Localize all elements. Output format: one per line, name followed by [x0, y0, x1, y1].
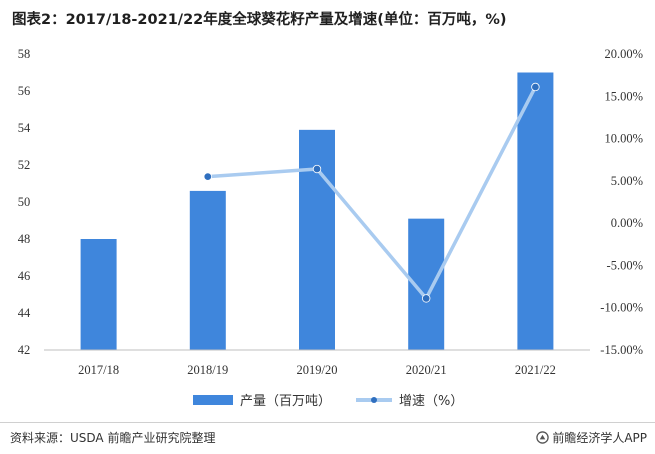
brand-label: 前瞻经济学人APP [552, 431, 647, 445]
source-note: 资料来源：USDA 前瞻产业研究院整理 [10, 431, 216, 445]
left-tick-label: 44 [18, 306, 31, 320]
bar-2019-20 [299, 129, 335, 350]
footer: 资料来源：USDA 前瞻产业研究院整理 前瞻经济学人APP [0, 422, 655, 454]
bar-2017-18 [80, 239, 117, 350]
x-tick-label: 2021/22 [515, 363, 556, 377]
left-tick-label: 56 [18, 84, 31, 98]
legend-line-label: 增速（%） [399, 394, 463, 409]
bars [80, 72, 554, 350]
right-tick-label: -15.00% [600, 343, 643, 357]
left-tick-label: 46 [18, 269, 31, 283]
left-tick-label: 58 [18, 47, 31, 61]
legend: 产量（百万吨） 增速（%） [193, 394, 463, 409]
chart-title: 图表2：2017/18-2021/22年度全球葵花籽产量及增速(单位：百万吨，%… [12, 12, 507, 28]
growth-line-path [207, 86, 537, 301]
growth-point [203, 172, 212, 181]
right-tick-label: -5.00% [607, 258, 643, 272]
bar-2018-19 [189, 190, 226, 350]
growth-point [422, 294, 431, 303]
left-tick-label: 42 [18, 343, 31, 357]
brand: 前瞻经济学人APP [536, 429, 647, 446]
x-tick-label: 2020/21 [406, 363, 447, 377]
x-tick-label: 2017/18 [78, 363, 119, 377]
growth-point [312, 164, 322, 174]
legend-bar-label: 产量（百万吨） [240, 394, 331, 409]
left-tick-label: 52 [18, 158, 31, 172]
x-tick-label: 2019/20 [297, 363, 338, 377]
right-tick-label: 20.00% [604, 47, 643, 61]
legend-bar-swatch [193, 395, 233, 405]
right-tick-label: -10.00% [600, 301, 643, 315]
bar-2021-22 [517, 72, 554, 350]
x-tick-label: 2018/19 [187, 363, 228, 377]
right-axis-ticks: -15.00% -10.00% -5.00% 0.00% 5.00% 10.00% 15.0… [600, 47, 643, 357]
left-tick-label: 54 [18, 121, 31, 135]
growth-line [203, 82, 540, 303]
right-tick-label: 10.00% [604, 132, 643, 146]
right-tick-label: 15.00% [604, 89, 643, 103]
right-tick-label: 5.00% [611, 174, 643, 188]
footer-divider [0, 422, 655, 423]
brand-logo-icon [536, 431, 550, 444]
left-tick-label: 50 [18, 195, 31, 209]
chart: 42 44 46 48 50 52 54 56 58 -15.00% -10.00% -5.00% 0… [18, 47, 643, 409]
legend-line-marker [371, 397, 377, 403]
growth-point [531, 82, 540, 92]
left-tick-label: 48 [18, 232, 31, 246]
x-axis-ticks: 2017/18 2018/19 2019/20 2020/21 2021/22 [78, 363, 556, 377]
right-tick-label: 0.00% [611, 216, 643, 230]
left-axis-ticks: 42 44 46 48 50 52 54 56 58 [18, 47, 31, 357]
